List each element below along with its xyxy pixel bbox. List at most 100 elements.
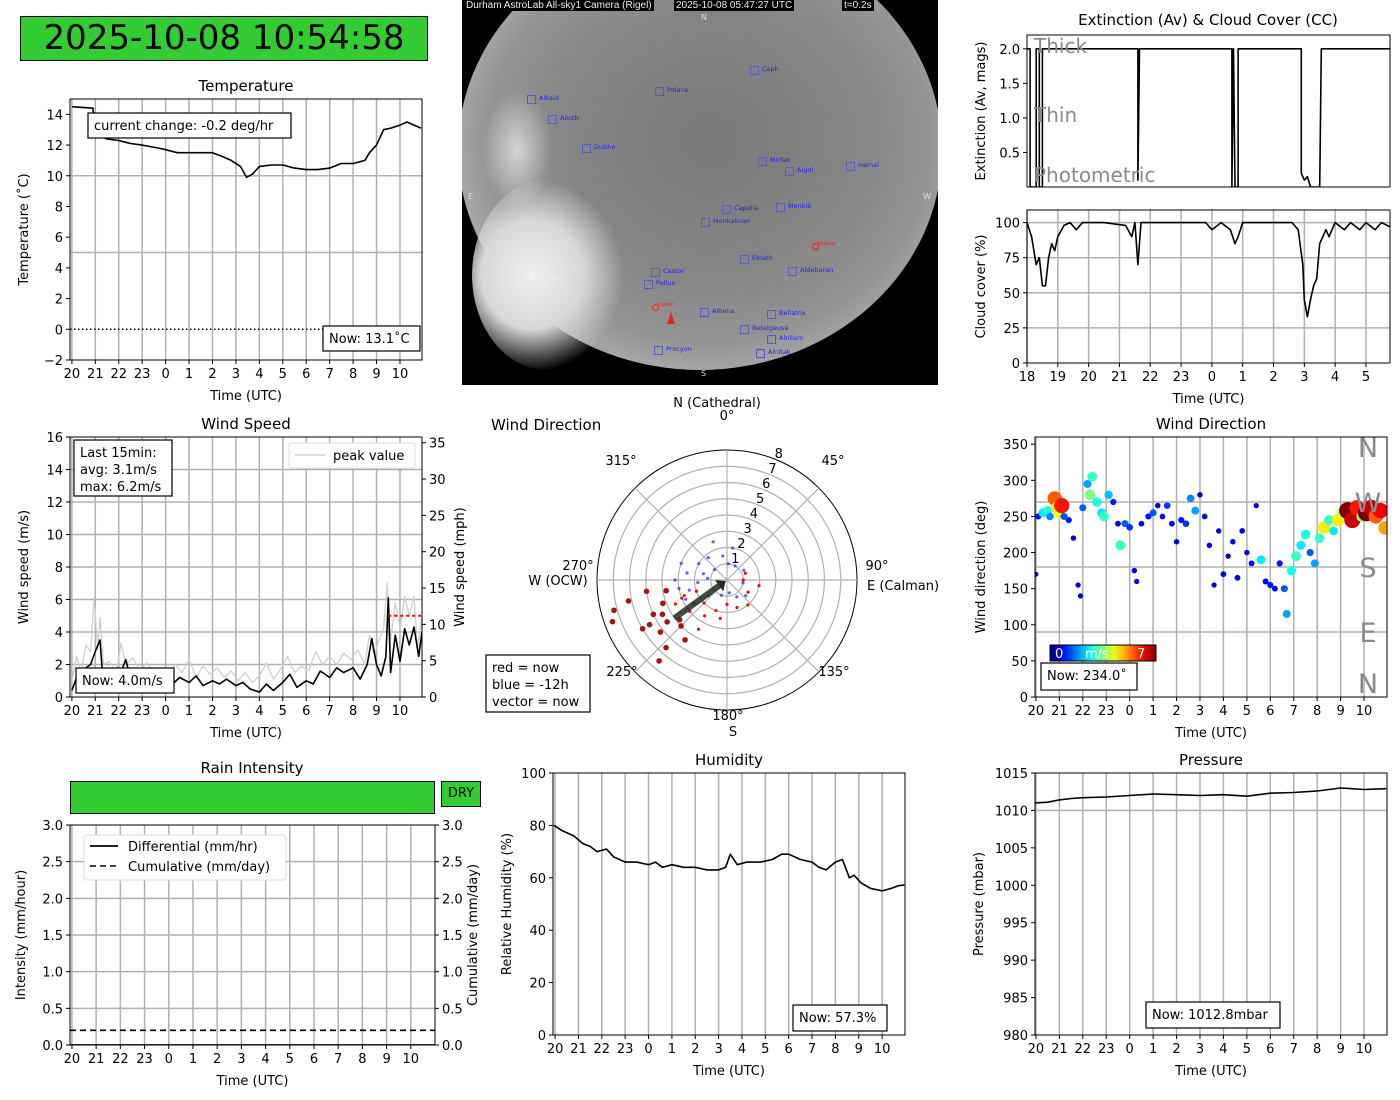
red-wind-point: [639, 625, 646, 632]
plot-frame: [69, 98, 423, 361]
wind-direction-point: [1099, 511, 1109, 522]
x-tick-label: 20: [64, 704, 81, 719]
y-tick-label: 1.5: [42, 929, 63, 944]
blue-wind-point: [721, 554, 725, 558]
blue-wind-point: [679, 561, 683, 565]
x-tick-label: 22: [594, 1042, 611, 1057]
radial-tick-label: 6: [762, 477, 770, 492]
y-tick-label: 100: [521, 767, 546, 782]
x-tick-label: 22: [110, 704, 127, 719]
annotation-frame: [485, 654, 591, 713]
y-tick-label: 0: [1012, 357, 1020, 372]
x-axis-label: Time (UTC): [1174, 726, 1247, 741]
x-tick-label: 1: [185, 367, 193, 382]
x-tick-label: 0: [644, 1042, 652, 1057]
wind-direction-point: [1262, 578, 1269, 585]
star-label: Algieba: [539, 274, 564, 282]
y-tick-label: 50: [1011, 655, 1028, 670]
y-tick-label: 1005: [995, 842, 1028, 857]
blue-wind-point: [711, 540, 715, 544]
x-tick-label: 5: [279, 367, 287, 382]
level-label: Photometric: [1034, 163, 1155, 187]
legend-label: Differential (mm/hr): [128, 840, 258, 855]
data-layer: [1027, 221, 1390, 318]
wind-direction-point: [1282, 609, 1291, 618]
wind-direction-point: [1115, 520, 1121, 527]
star-marker: [740, 255, 749, 264]
annotation-frame: [1145, 1001, 1281, 1029]
wind-direction-point: [1272, 585, 1278, 592]
red-wind-point: [663, 587, 669, 594]
compass-east-label: E (Calman): [867, 579, 939, 594]
angular-grid-line: [634, 487, 728, 581]
y-tick-label: 80: [529, 819, 546, 834]
y-tick-label: 200: [1003, 547, 1028, 562]
star-marker: [740, 325, 749, 334]
wind-direction-point: [1244, 549, 1250, 556]
x-tick-label: 2: [1269, 370, 1277, 385]
x-tick-label: 9: [1336, 704, 1344, 719]
plot-frame: [1026, 34, 1391, 188]
arrow-icon: [667, 312, 675, 324]
wind-direction-point: [1035, 571, 1039, 577]
x-tick-label: 6: [785, 1042, 793, 1057]
angle-tick-label: 135°: [818, 665, 849, 680]
star-label: Alnitak: [768, 348, 791, 356]
y2-tick-label: 35: [429, 437, 446, 452]
wind-speed-chart: 20 21 22 23 0 1 2 3 4 5 6 7 8 9 1002468101214160510152…: [17, 415, 468, 741]
y-tick-label: 14: [46, 108, 63, 123]
star-marker: [767, 310, 776, 319]
wind-direction-point: [1126, 523, 1133, 531]
legend: Differential (mm/hr) Cumulative (mm/day): [83, 834, 287, 881]
x-axis-label: Time (UTC): [216, 1074, 289, 1089]
y2-tick-label: 20: [429, 546, 446, 561]
x-tick-label: 4: [255, 704, 263, 719]
wind-stats-box: Last 15min: avg: 3.1m/s max: 6.2m/s: [73, 439, 173, 497]
star-label: Capella: [734, 204, 759, 212]
cloud-region: [482, 90, 552, 210]
angle-tick-label: 0°: [720, 409, 735, 424]
wind-direction-point: [1110, 498, 1117, 506]
x-tick-label: 6: [302, 704, 310, 719]
arrowhead-icon: [714, 580, 726, 592]
x-tick-label: 8: [358, 1052, 366, 1067]
y2-tick-label: 15: [429, 582, 446, 597]
angle-tick-label: 180°: [712, 709, 743, 724]
y-tick-label: 20: [529, 977, 546, 992]
annotation-text: Now: 4.0m/s: [82, 674, 163, 689]
x-tick-label: 5: [1362, 370, 1370, 385]
red-wind-point: [650, 611, 657, 618]
x-axis-label: Time (UTC): [1172, 392, 1245, 407]
x-tick-label: 3: [1196, 1042, 1204, 1057]
blue-wind-point: [706, 555, 710, 560]
blue-wind-point: [726, 562, 731, 566]
temperature-line: [71, 105, 422, 179]
star-label: Castor: [663, 267, 685, 275]
y-tick-label: 6: [55, 594, 63, 609]
x-tick-label: 1: [1149, 1042, 1157, 1057]
wind-direction-point: [1280, 585, 1288, 593]
y-axis-label: Wind direction (deg): [974, 501, 989, 634]
y-tick-label: 0: [538, 1029, 546, 1044]
x-tick-label: 5: [279, 704, 287, 719]
x-tick-label: 3: [237, 1052, 245, 1067]
temperature-now-box: Now: 13.1˚C: [322, 325, 421, 352]
wind-direction-point: [1178, 516, 1185, 524]
compass-label: E: [1359, 618, 1376, 649]
wind-direction-point: [1378, 521, 1387, 535]
y2-tick-label: 3.0: [442, 819, 463, 834]
planet-marker: [652, 304, 659, 311]
blue-wind-point: [677, 586, 681, 591]
y-tick-label: 12: [46, 139, 63, 154]
colorbar-max-label: 7: [1137, 647, 1145, 662]
y-tick-label: 8: [55, 200, 63, 215]
y2-tick-label: 30: [429, 473, 446, 488]
blue-wind-point: [705, 576, 710, 580]
y-axis-label: Cloud cover (%): [974, 234, 989, 338]
x-tick-label: 23: [1173, 370, 1190, 385]
y-tick-label: 0.0: [42, 1039, 63, 1054]
y-tick-label: 6: [55, 231, 63, 246]
x-tick-label: 21: [570, 1042, 587, 1057]
radial-tick-label: 2: [737, 537, 745, 552]
